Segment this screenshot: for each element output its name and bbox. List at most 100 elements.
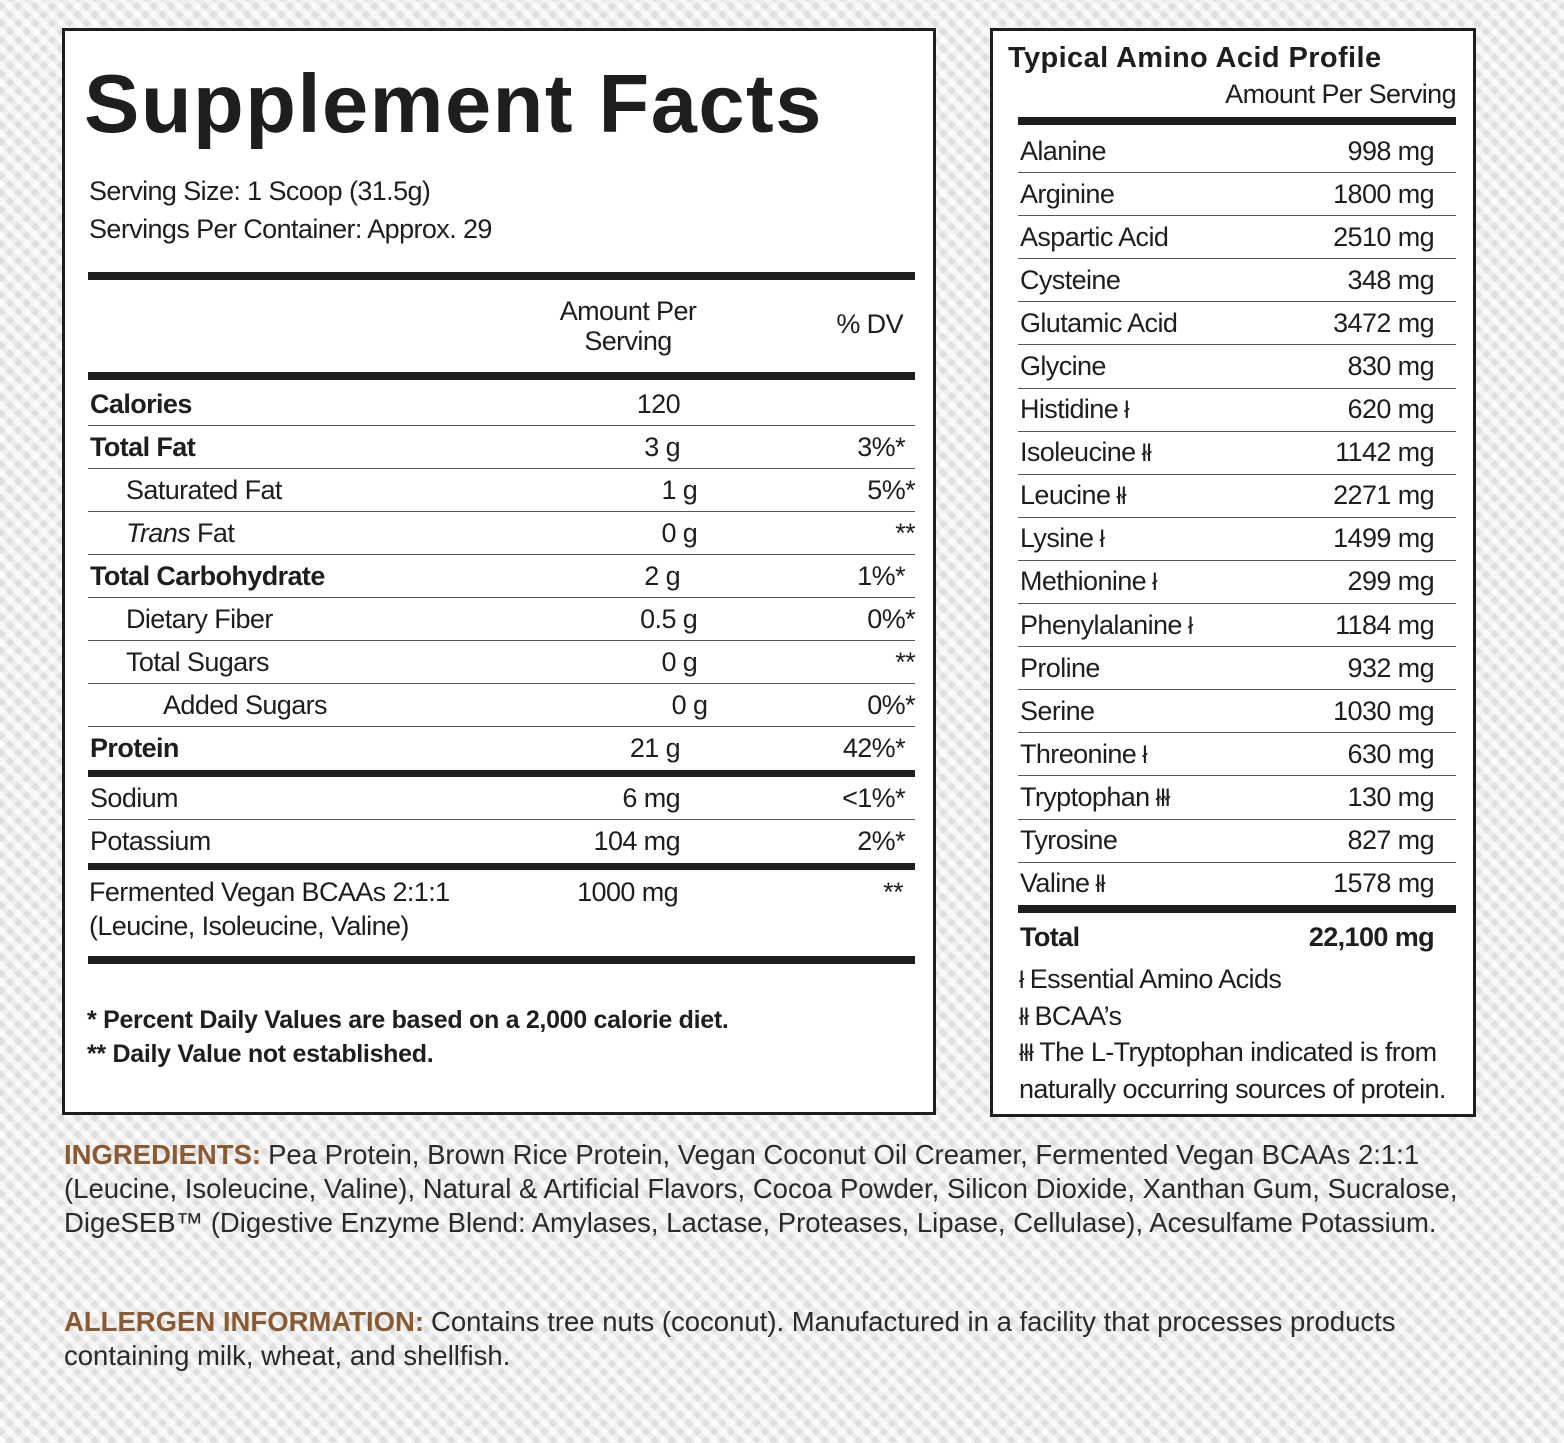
amino-amount: 827 mg xyxy=(1347,825,1435,856)
amino-name: Serine xyxy=(1018,696,1333,727)
amino-name: Arginine xyxy=(1018,179,1333,210)
nutrient-name: Added Sugars xyxy=(88,690,569,721)
amino-name: Threonine ł xyxy=(1018,739,1348,770)
ingredients-text: Pea Protein, Brown Rice Protein, Vegan C… xyxy=(64,1139,1458,1238)
amino-mark: łł xyxy=(1095,871,1105,899)
footnote: ** Daily Value not established. xyxy=(87,1040,434,1068)
nutrient-dv: 42%* xyxy=(842,733,906,763)
amino-row: Tyrosine 827 mg xyxy=(1018,820,1456,863)
nutrient-dv: ** xyxy=(895,517,916,548)
nutrient-name: Dietary Fiber xyxy=(88,604,552,635)
facts-row: Added Sugars 0 g 0%* xyxy=(88,684,916,727)
amino-name-text: Cysteine xyxy=(1020,264,1121,295)
amino-name-text: Glycine xyxy=(1020,351,1106,382)
allergen-label: ALLERGEN INFORMATION: xyxy=(64,1306,425,1337)
nutrient-name: Total Carbohydrate xyxy=(88,561,530,592)
nutrient-dv: 5%* xyxy=(867,474,916,505)
facts-row: Sodium 6 mg <1%* xyxy=(88,777,915,820)
amino-amount: 1184 mg xyxy=(1335,609,1434,640)
amino-amount: 998 mg xyxy=(1347,135,1435,166)
nutrient-name: Potassium xyxy=(88,826,530,857)
amino-name-text: Tryptophan xyxy=(1020,781,1150,812)
thick-rule xyxy=(88,272,915,280)
amino-total-amount: 22,100 mg xyxy=(1308,922,1435,952)
amount-header: Amount Per Serving xyxy=(559,296,697,356)
nutrient-name-text: Calories xyxy=(90,388,192,419)
nutrient-dv: 0%* xyxy=(867,689,915,720)
nutrient-amount: 120 xyxy=(636,388,681,419)
legend-mark: łł xyxy=(1019,1003,1029,1031)
amino-row: Glycine 830 mg xyxy=(1018,345,1456,389)
amino-legend: ł Essential Amino Acids łł BCAA’s łłł The L-T… xyxy=(1019,962,1459,1107)
amino-name-text: Histidine xyxy=(1020,394,1119,425)
amino-row: Lysine ł 1499 mg xyxy=(1018,518,1456,561)
facts-title: Supplement Facts xyxy=(84,57,823,150)
amino-amount: 2271 mg xyxy=(1333,480,1434,511)
amino-name: Lysine ł xyxy=(1018,523,1333,554)
bcaa-dv: ** xyxy=(883,877,903,907)
amino-name-text: Valine xyxy=(1020,868,1090,899)
amino-amount: 2510 mg xyxy=(1333,221,1434,252)
amino-name: Cysteine xyxy=(1018,265,1348,296)
thick-rule xyxy=(1018,117,1456,125)
nutrient-dv: ** xyxy=(895,646,916,677)
amino-amount: 299 mg xyxy=(1347,566,1435,597)
amino-amount: 620 mg xyxy=(1347,394,1435,425)
bcaa-amount: 1000 mg xyxy=(577,877,678,907)
amino-mark: ł xyxy=(1142,741,1147,769)
amino-name-text: Arginine xyxy=(1020,178,1115,209)
amino-name: Histidine ł xyxy=(1018,394,1348,425)
amino-amount: 1142 mg xyxy=(1335,437,1434,468)
amino-row: Tryptophan łłł 130 mg xyxy=(1018,776,1456,820)
amino-row: Arginine 1800 mg xyxy=(1018,173,1456,217)
amino-amount: 1578 mg xyxy=(1333,868,1434,899)
ingredients: INGREDIENTS: Pea Protein, Brown Rice Prot… xyxy=(64,1138,1509,1240)
amino-amount: 3472 mg xyxy=(1333,307,1434,338)
allergen: ALLERGEN INFORMATION: Contains tree nuts … xyxy=(64,1305,1509,1373)
nutrient-amount: 6 mg xyxy=(622,782,680,813)
amino-row: Threonine ł 630 mg xyxy=(1018,733,1456,777)
amino-mark: łł xyxy=(1141,440,1152,468)
amino-row: Cysteine 348 mg xyxy=(1018,259,1456,303)
serving-size: Serving Size: 1 Scoop (31.5g) xyxy=(89,176,431,206)
amino-row: Leucine łł 2271 mg xyxy=(1018,475,1456,518)
nutrient-amount: 1 g xyxy=(661,474,698,505)
amino-amount: 830 mg xyxy=(1347,351,1435,382)
amino-row: Serine 1030 mg xyxy=(1018,690,1456,734)
legend-text: BCAA’s xyxy=(1034,1000,1122,1031)
nutrient-name: Trans Fat xyxy=(88,518,552,549)
allergen-text: Contains tree nuts (coconut). Manufactur… xyxy=(64,1306,1396,1371)
legend-line: łł BCAA’s xyxy=(1019,999,1459,1036)
amino-name: Tryptophan łłł xyxy=(1018,782,1348,813)
nutrient-name-text: Total Carbohydrate xyxy=(90,560,325,591)
nutrient-amount: 2 g xyxy=(644,560,680,591)
facts-row: Total Carbohydrate 2 g 1%* xyxy=(88,555,915,598)
nutrient-name-text: Total Sugars xyxy=(126,646,269,677)
amino-row: Histidine ł 620 mg xyxy=(1018,389,1456,432)
amino-name-text: Threonine xyxy=(1020,738,1137,769)
thick-rule xyxy=(1018,905,1456,913)
legend-line: łłł The L-Tryptophan indicated is from na… xyxy=(1019,1035,1459,1107)
amino-mark: ł xyxy=(1099,526,1105,554)
amino-amount: 130 mg xyxy=(1347,781,1435,812)
amino-name-text: Methionine xyxy=(1020,566,1147,597)
amino-total-label: Total xyxy=(1020,922,1080,952)
amino-name: Tyrosine xyxy=(1018,825,1348,856)
amino-amount: 932 mg xyxy=(1347,652,1435,683)
amino-name: Isoleucine łł xyxy=(1018,437,1335,468)
nutrient-amount: 3 g xyxy=(644,431,680,462)
amino-amount: 348 mg xyxy=(1347,264,1435,295)
supplement-facts-box xyxy=(62,28,936,1115)
amino-mark: ł xyxy=(1124,397,1129,425)
nutrient-name-text: Dietary Fiber xyxy=(126,603,273,634)
amino-name: Phenylalanine ł xyxy=(1018,610,1335,641)
facts-row: Total Fat 3 g 3%* xyxy=(88,426,915,469)
nutrient-name: Calories xyxy=(88,389,530,420)
legend-mark: łłł xyxy=(1019,1040,1034,1067)
amino-name: Valine łł xyxy=(1018,868,1333,899)
nutrient-name-text: Potassium xyxy=(90,826,211,856)
nutrient-dv: 3%* xyxy=(857,431,905,462)
nutrient-name: Sodium xyxy=(88,783,530,814)
